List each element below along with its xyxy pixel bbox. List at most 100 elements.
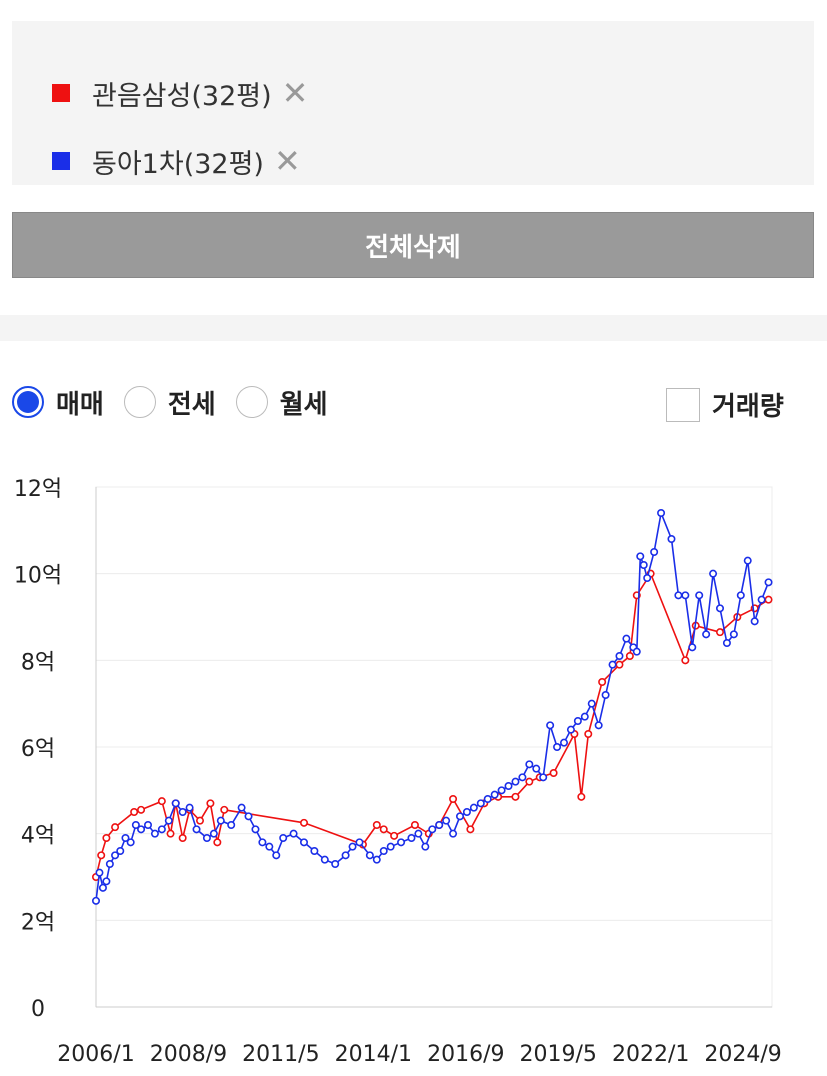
data-point	[750, 617, 759, 626]
data-point	[764, 578, 773, 587]
data-point	[202, 833, 211, 842]
radio-button[interactable]	[235, 386, 268, 418]
data-point	[121, 833, 130, 842]
data-point	[348, 842, 357, 851]
data-point	[209, 829, 218, 838]
data-point	[625, 652, 634, 661]
data-point	[639, 561, 648, 570]
data-point	[587, 699, 596, 708]
data-point	[355, 838, 364, 847]
data-point	[414, 829, 423, 838]
y-tick-label: 8억	[21, 650, 55, 675]
y-tick-label: 10억	[14, 564, 62, 589]
data-point	[92, 896, 101, 905]
data-point	[137, 805, 146, 814]
data-point	[729, 630, 738, 639]
radio-sale[interactable]: 매매	[12, 384, 104, 421]
checkbox-label: 거래량	[712, 392, 784, 422]
data-point	[650, 548, 659, 557]
radio-monthly-rent[interactable]: 월세	[235, 384, 328, 421]
data-point	[111, 823, 120, 832]
data-point	[131, 820, 140, 829]
data-point	[299, 838, 308, 847]
price-chart: 0 2억 4억 6억 8억 10억 12억 2006/1 2008/9 2011/5 2014/1 2…	[14, 477, 782, 1067]
data-point	[622, 634, 631, 643]
data-point	[227, 820, 236, 829]
data-point	[428, 825, 437, 834]
data-point	[695, 591, 704, 600]
data-point	[102, 833, 111, 842]
data-point	[196, 816, 205, 825]
data-point	[681, 656, 690, 665]
data-point	[566, 725, 575, 734]
data-point	[674, 591, 683, 600]
y-tick-label: 6억	[21, 737, 55, 762]
data-point	[166, 829, 175, 838]
data-point	[709, 569, 718, 578]
data-point	[178, 833, 187, 842]
data-point	[397, 838, 406, 847]
data-point	[483, 794, 492, 803]
data-point	[736, 591, 745, 600]
radio-button[interactable]	[12, 386, 44, 418]
data-point	[608, 660, 617, 669]
x-tick-label: 2016/9	[427, 1042, 504, 1067]
filter-label: 동아1차(32평)	[92, 148, 264, 180]
trade-type-radio-group: 매매 전세 월세	[12, 380, 348, 424]
data-point	[525, 760, 534, 769]
data-point	[743, 556, 752, 565]
data-point	[466, 825, 475, 834]
data-point	[185, 803, 194, 812]
data-point	[157, 825, 166, 834]
data-point	[410, 820, 419, 829]
data-point	[164, 816, 173, 825]
data-point	[289, 829, 298, 838]
radio-button[interactable]	[123, 386, 156, 418]
radio-label: 매매	[56, 389, 104, 420]
data-point	[511, 792, 520, 801]
data-point	[379, 825, 388, 834]
data-point	[372, 820, 381, 829]
data-point	[598, 678, 607, 687]
data-point	[386, 842, 395, 851]
data-point	[615, 652, 624, 661]
data-point	[171, 799, 180, 808]
filter-tag-0: 관음삼성(32평) ✕	[52, 73, 308, 113]
section-divider	[0, 315, 827, 341]
data-point	[97, 851, 106, 860]
data-point	[251, 825, 260, 834]
data-point	[130, 807, 139, 816]
data-point	[435, 820, 444, 829]
data-point	[657, 508, 666, 517]
checkbox-box[interactable]	[666, 387, 700, 422]
data-point	[577, 792, 586, 801]
data-point	[681, 591, 690, 600]
data-point	[632, 647, 641, 656]
data-point	[615, 660, 624, 669]
y-tick-label: 0	[31, 997, 45, 1022]
remove-icon[interactable]: ✕	[273, 142, 301, 180]
volume-checkbox[interactable]: 거래량	[666, 386, 784, 423]
data-point	[469, 803, 478, 812]
data-point	[764, 595, 773, 604]
data-point	[757, 595, 766, 604]
data-point	[449, 794, 458, 803]
filter-label: 관음삼성(32평)	[92, 80, 272, 112]
data-point	[449, 829, 458, 838]
data-point	[157, 797, 166, 806]
radio-jeonse[interactable]: 전세	[123, 384, 216, 421]
data-point	[722, 639, 731, 648]
data-point	[310, 846, 319, 855]
radio-label: 월세	[279, 389, 328, 420]
data-point	[532, 764, 541, 773]
series-color-swatch	[52, 152, 70, 170]
data-point	[206, 799, 215, 808]
data-point	[549, 768, 558, 777]
delete-all-button[interactable]: 전체삭제	[12, 212, 814, 278]
data-point	[559, 738, 568, 747]
remove-icon[interactable]: ✕	[281, 74, 309, 112]
x-tick-label: 2019/5	[520, 1042, 597, 1067]
data-point	[455, 812, 464, 821]
data-point	[539, 773, 548, 782]
data-point	[553, 742, 562, 751]
